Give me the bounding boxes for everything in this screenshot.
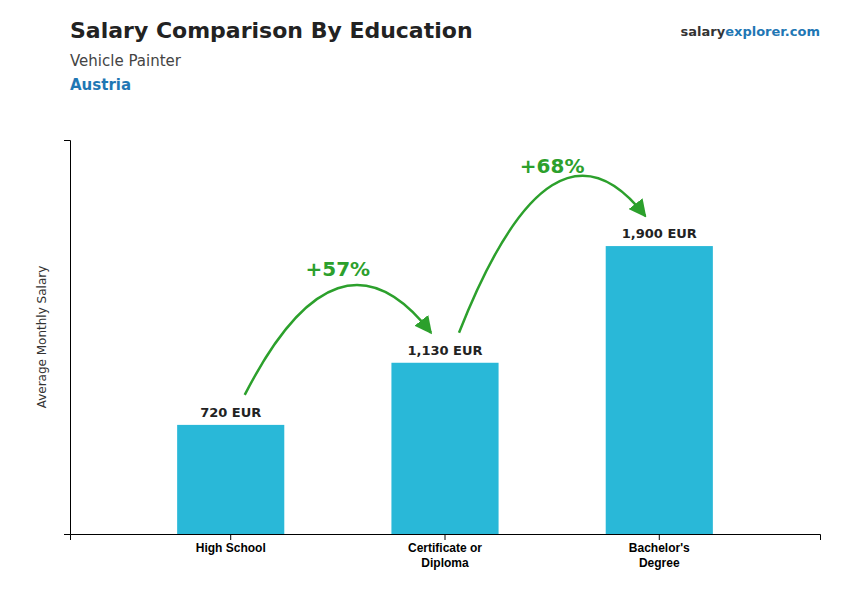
- x-tick-label-line: Bachelor's: [629, 541, 690, 555]
- growth-annotations: +57% +68%: [245, 154, 646, 395]
- x-tick-label-line: Degree: [639, 556, 680, 570]
- growth-arrow: [459, 176, 645, 333]
- subtitle: Austria: [70, 76, 131, 94]
- subtitle: Vehicle Painter: [70, 52, 182, 70]
- y-axis-title: Average Monthly Salary: [35, 266, 49, 409]
- data-labels: 720 EUR 1,130 EUR 1,900 EUR: [200, 226, 697, 420]
- y-axis: [64, 141, 71, 535]
- x-tick-mark: [445, 534, 446, 540]
- x-tick-mark: [230, 534, 231, 540]
- x-tick: High School: [196, 534, 266, 555]
- x-tick-label-line: High School: [196, 541, 266, 555]
- title: Salary Comparison By Education: [70, 18, 473, 43]
- plot: High School Certificate orDiploma Bachelor…: [35, 141, 821, 571]
- growth-arrow: [245, 285, 431, 395]
- x-tick-label-line: Certificate or: [408, 541, 482, 555]
- bar: [606, 246, 713, 534]
- growth-label: +57%: [306, 257, 371, 281]
- header: Salary Comparison By Education Vehicle Pa…: [70, 18, 820, 94]
- brand-part: explorer.com: [725, 24, 820, 39]
- x-tick-mark: [659, 534, 660, 540]
- data-label: 1,900 EUR: [622, 226, 697, 241]
- chart-svg: Salary Comparison By Education Vehicle Pa…: [0, 0, 850, 606]
- x-tick: Bachelor'sDegree: [629, 534, 690, 570]
- y-axis-line: [64, 141, 71, 535]
- x-tick-label: Certificate orDiploma: [408, 541, 482, 571]
- brand-part: salary: [681, 24, 726, 39]
- chart-container: Salary Comparison By Education Vehicle Pa…: [0, 0, 850, 606]
- x-tick-label-line: Diploma: [421, 556, 469, 570]
- x-tick: Certificate orDiploma: [408, 534, 482, 570]
- data-label: 1,130 EUR: [407, 343, 482, 358]
- x-axis: High School Certificate orDiploma Bachelor…: [71, 534, 821, 570]
- brand: salaryexplorer.com: [681, 24, 820, 39]
- growth-label: +68%: [520, 154, 585, 178]
- bar: [391, 363, 498, 534]
- x-tick-label: High School: [196, 541, 266, 555]
- x-axis-line: [71, 535, 821, 541]
- data-label: 720 EUR: [200, 405, 261, 420]
- bars: [177, 246, 713, 534]
- x-tick-label: Bachelor'sDegree: [629, 541, 690, 571]
- bar: [177, 425, 284, 534]
